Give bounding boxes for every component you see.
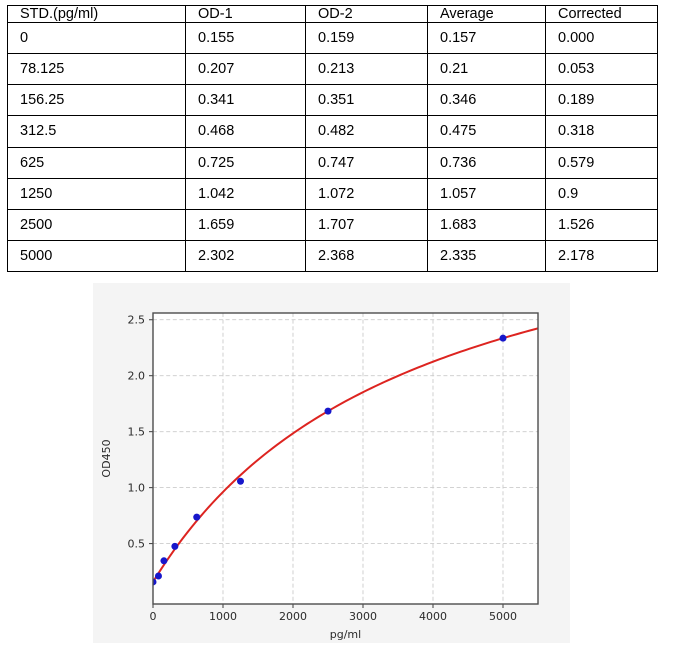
- x-tick-label: 5000: [489, 610, 517, 623]
- table-cell: 0.579: [545, 146, 658, 179]
- data-point: [237, 477, 244, 485]
- table-cell: 1.072: [305, 177, 428, 210]
- data-point: [154, 572, 162, 580]
- table-cell: 0: [7, 21, 186, 55]
- column-header: STD.(pg/ml): [7, 5, 186, 23]
- table-cell: 0.213: [305, 53, 428, 86]
- table-cell: 0.318: [545, 115, 658, 148]
- x-tick-label: 3000: [349, 610, 377, 623]
- table-cell: 1.526: [545, 208, 658, 241]
- table-row: 2500 1.659 1.707 1.683 1.526: [7, 208, 658, 241]
- table-cell: 1250: [7, 177, 186, 210]
- table-cell: 0.9: [545, 177, 658, 210]
- table-cell: 0.482: [305, 115, 428, 148]
- table-row: 312.5 0.468 0.482 0.475 0.318: [7, 115, 658, 148]
- table-cell: 1.683: [427, 208, 546, 241]
- y-tick-label: 1.5: [128, 426, 146, 439]
- y-tick-label: 0.5: [128, 538, 146, 551]
- y-tick-label: 2.0: [128, 370, 146, 383]
- table-cell: 0.207: [185, 53, 306, 86]
- table-cell: 0.747: [305, 146, 428, 179]
- y-axis-label: OD450: [100, 439, 113, 477]
- y-tick-label: 1.0: [128, 482, 146, 495]
- table-row: 1250 1.042 1.072 1.057 0.9: [7, 177, 658, 210]
- plot-area: [153, 313, 538, 604]
- column-header: OD-1: [185, 5, 306, 23]
- table-cell: 1.057: [427, 177, 546, 210]
- table-cell: 0.475: [427, 115, 546, 148]
- table-cell: 5000: [7, 239, 186, 273]
- y-tick-label: 2.5: [128, 314, 146, 327]
- table-cell: 0.155: [185, 21, 306, 55]
- table-cell: 1.707: [305, 208, 428, 241]
- table-cell: 0.189: [545, 84, 658, 117]
- table-row: 156.25 0.341 0.351 0.346 0.189: [7, 84, 658, 117]
- fit-curve: [153, 327, 538, 583]
- data-point: [499, 334, 507, 342]
- table-cell: 0.000: [545, 21, 658, 55]
- table-cell: 2.335: [427, 239, 546, 273]
- table-body: 0 0.155 0.159 0.157 0.000 78.125 0.207 0.213 0.2…: [7, 21, 658, 273]
- data-point: [193, 513, 201, 521]
- table-cell: 0.053: [545, 53, 658, 86]
- table-cell: 2.368: [305, 239, 428, 273]
- table-cell: 1.659: [185, 208, 306, 241]
- x-tick-label: 2000: [279, 610, 307, 623]
- table-row: 5000 2.302 2.368 2.335 2.178: [7, 239, 658, 273]
- table-cell: 0.736: [427, 146, 546, 179]
- column-header: Average: [427, 5, 546, 23]
- table-header-row: STD.(pg/ml) OD-1 OD-2 Average Corrected: [7, 5, 658, 23]
- data-point: [160, 557, 168, 565]
- table-cell: 156.25: [7, 84, 186, 117]
- data-point: [171, 542, 179, 550]
- column-header: Corrected: [545, 5, 658, 23]
- table-cell: 312.5: [7, 115, 186, 148]
- table-cell: 0.159: [305, 21, 428, 55]
- table-cell: 2.178: [545, 239, 658, 273]
- data-point: [153, 578, 157, 586]
- table-cell: 0.725: [185, 146, 306, 179]
- table-row: 78.125 0.207 0.213 0.21 0.053: [7, 53, 658, 86]
- table-cell: 0.341: [185, 84, 306, 117]
- table-cell: 0.351: [305, 84, 428, 117]
- standard-curve-svg: 0 1000 2000 3000 4000 5000 0.5 1.0 1.5 2.0 2.5 pg/m…: [100, 312, 539, 641]
- column-header: OD-2: [305, 5, 428, 23]
- axes-spines: [152, 312, 539, 605]
- x-axis-label: pg/ml: [330, 628, 361, 641]
- table-cell: 0.157: [427, 21, 546, 55]
- table-header: STD.(pg/ml) OD-1 OD-2 Average Corrected: [7, 5, 658, 23]
- table-cell: 625: [7, 146, 186, 179]
- standard-curve-chart: 0 1000 2000 3000 4000 5000 0.5 1.0 1.5 2.0 2.5 pg/m…: [93, 283, 570, 643]
- standards-table: STD.(pg/ml) OD-1 OD-2 Average Corrected 0 0.1…: [7, 5, 658, 273]
- table-cell: 0.468: [185, 115, 306, 148]
- table-cell: 2500: [7, 208, 186, 241]
- table-cell: 2.302: [185, 239, 306, 273]
- table-cell: 1.042: [185, 177, 306, 210]
- data-point: [324, 407, 332, 415]
- data-layer: [153, 327, 538, 586]
- table-row: 625 0.725 0.747 0.736 0.579: [7, 146, 658, 179]
- table-cell: 0.21: [427, 53, 546, 86]
- table-cell: 78.125: [7, 53, 186, 86]
- table-cell: 0.346: [427, 84, 546, 117]
- x-tick-label: 0: [150, 610, 157, 623]
- table-row: 0 0.155 0.159 0.157 0.000: [7, 21, 658, 55]
- x-tick-label: 4000: [419, 610, 447, 623]
- x-tick-label: 1000: [209, 610, 237, 623]
